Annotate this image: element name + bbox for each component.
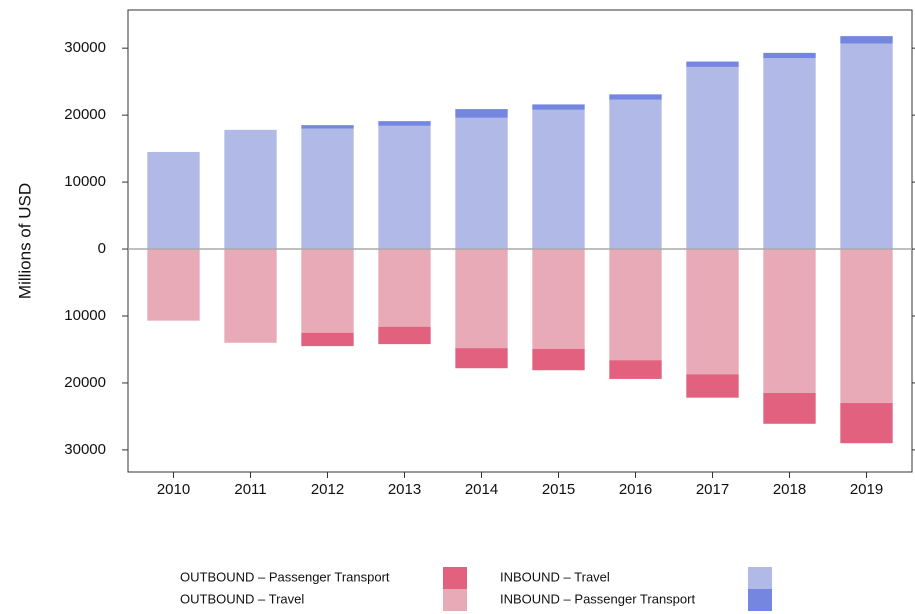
bar xyxy=(609,249,662,361)
x-tick-label: 2011 xyxy=(234,481,266,498)
bar xyxy=(301,249,354,333)
bar xyxy=(686,374,739,398)
bar xyxy=(763,58,816,250)
y-tick-label: 10000 xyxy=(64,307,106,324)
bar xyxy=(455,348,508,369)
legend-swatch xyxy=(443,589,467,611)
bar xyxy=(763,249,816,393)
bar xyxy=(455,249,508,349)
y-tick-label: 20000 xyxy=(64,106,106,123)
x-tick-label: 2019 xyxy=(850,481,883,498)
bar xyxy=(686,249,739,375)
bar xyxy=(455,109,508,118)
bar xyxy=(147,249,200,321)
y-tick-label: 10000 xyxy=(64,173,106,190)
x-tick-label: 2014 xyxy=(465,481,498,498)
bar xyxy=(686,66,739,250)
x-tick-label: 2018 xyxy=(773,481,806,498)
legend-label: INBOUND – Travel xyxy=(500,569,610,584)
bar xyxy=(840,249,893,404)
bar xyxy=(609,360,662,379)
x-tick-label: 2015 xyxy=(542,481,575,498)
plot-frame xyxy=(127,9,913,473)
bar xyxy=(301,128,354,250)
y-tick-label: 30000 xyxy=(64,39,106,56)
bar xyxy=(686,61,739,67)
legend-swatch xyxy=(748,589,772,611)
bar xyxy=(147,151,200,250)
bar xyxy=(763,392,816,424)
bar xyxy=(840,43,893,250)
bar xyxy=(224,129,277,250)
bar xyxy=(224,249,277,343)
y-tick-label: 20000 xyxy=(64,374,106,391)
legend-label: OUTBOUND – Travel xyxy=(180,591,304,606)
bar xyxy=(378,125,431,250)
bar xyxy=(763,52,816,59)
bar xyxy=(455,117,508,250)
bar xyxy=(532,348,585,371)
bar xyxy=(609,99,662,250)
legend-swatch xyxy=(443,567,467,589)
legend-label: INBOUND – Passenger Transport xyxy=(500,591,695,606)
bar xyxy=(532,104,585,110)
legend-swatch xyxy=(748,567,772,589)
bar xyxy=(532,109,585,250)
y-axis-label: Millions of USD xyxy=(15,183,34,299)
x-tick-label: 2012 xyxy=(311,481,344,498)
x-tick-label: 2017 xyxy=(696,481,729,498)
bar xyxy=(378,121,431,126)
y-tick-label: 30000 xyxy=(64,441,106,458)
x-tick-label: 2016 xyxy=(619,481,652,498)
bar xyxy=(301,332,354,347)
legend-label: OUTBOUND – Passenger Transport xyxy=(180,569,390,584)
bar xyxy=(609,94,662,100)
x-tick-label: 2010 xyxy=(157,481,190,498)
x-tick-label: 2013 xyxy=(388,481,421,498)
bar xyxy=(378,326,431,345)
bar xyxy=(532,249,585,349)
bar xyxy=(840,403,893,444)
bar xyxy=(301,125,354,129)
y-tick-label: 0 xyxy=(98,240,106,257)
bar xyxy=(378,249,431,327)
bar xyxy=(840,36,893,44)
